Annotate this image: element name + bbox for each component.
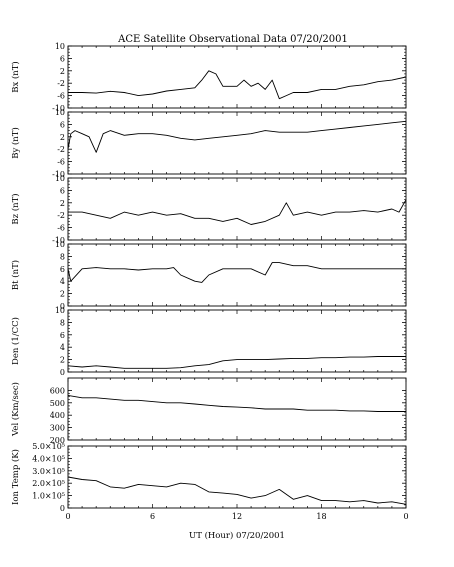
y-tick-label: -2	[57, 79, 65, 88]
y-axis-label: Vel (Km/sec)	[10, 382, 21, 437]
y-axis-label: Bx (nT)	[10, 61, 21, 93]
y-tick-label: 500	[50, 399, 65, 408]
panel-frame	[67, 111, 407, 175]
x-tick-label: 0	[65, 512, 70, 521]
y-tick-label: 10	[55, 108, 65, 117]
y-tick-label: 6	[60, 120, 65, 129]
series-line-3	[68, 199, 407, 225]
y-tick-label: 200	[50, 436, 65, 445]
y-tick-label: 400	[50, 411, 65, 420]
y-tick-label: -10	[52, 104, 65, 113]
y-tick-label: 6	[60, 186, 65, 195]
series-line-6	[67, 394, 406, 412]
y-axis-label: Ion Temp (K)	[10, 449, 21, 505]
y-tick-label: -6	[57, 158, 65, 167]
panel-1: 10 6 2 -2 -6 -10 Bx (nT)	[10, 42, 407, 113]
chart-title: ACE Satellite Observational Data 07/20/2…	[117, 34, 348, 45]
y-axis-label: Bz (nT)	[10, 193, 21, 224]
y-tick-label: 0	[60, 504, 65, 513]
panel-3: 10 6 2 -2 -6 -10 Bz (nT)	[10, 174, 407, 245]
y-tick-label: 10	[55, 174, 65, 183]
series-line-5	[67, 356, 406, 369]
y-tick-label: 2	[60, 199, 65, 208]
y-tick-label: 2.0×10⁵	[32, 479, 65, 488]
y-tick-label: 6	[60, 331, 65, 340]
panel-4: 10 8 6 4 2 0 Bt (nT)	[10, 240, 407, 311]
panels: 10 6 2 -2 -6 -10 Bx (nT) 10 6 2 -2 -6 -10 By (nT) 10 6 2…	[10, 42, 409, 521]
y-tick-label: -10	[52, 236, 65, 245]
y-tick-label: -6	[57, 92, 65, 101]
x-tick-label: 18	[316, 512, 326, 521]
series-line-7	[67, 476, 407, 505]
y-tick-label: 10	[55, 42, 65, 51]
y-tick-label: 4	[60, 277, 65, 286]
y-tick-label: -2	[57, 145, 65, 154]
y-tick-label: 2	[60, 356, 65, 365]
panel-7: 5.0×10⁵ 4.0×10⁵ 3.0×10⁵ 2.0×10⁵ 1.0×10⁵ 0 Ion …	[10, 442, 407, 513]
y-axis-label: Bt (nT)	[10, 260, 21, 290]
series-line-4	[67, 262, 406, 283]
y-tick-label: 6	[60, 265, 65, 274]
panel-2: 10 6 2 -2 -6 -10 By (nT)	[10, 108, 407, 179]
y-tick-label: 2	[60, 133, 65, 142]
y-tick-label: 600	[50, 386, 65, 395]
y-tick-label: 1.0×10⁵	[32, 492, 65, 501]
x-tick-label: 0	[403, 512, 408, 521]
panel-frame	[67, 309, 407, 373]
panel-6: 600 500 400 300 200 Vel (Km/sec)	[10, 377, 407, 445]
y-tick-label: -6	[57, 224, 65, 233]
y-tick-label: 4.0×10⁵	[32, 454, 65, 463]
y-tick-label: 2	[60, 290, 65, 299]
x-tick-label: 12	[232, 512, 242, 521]
y-tick-label: 10	[55, 306, 65, 315]
x-tick-label: 6	[150, 512, 155, 521]
y-axis-label: Den (1/CC)	[10, 317, 21, 365]
y-tick-label: 8	[60, 252, 65, 261]
x-axis-label: UT (Hour) 07/20/2001	[189, 530, 285, 541]
panel-frame	[67, 177, 407, 241]
series-line-2	[67, 120, 407, 153]
series-line-1	[68, 70, 407, 100]
y-tick-label: 0	[60, 368, 65, 377]
panel-frame	[67, 377, 407, 441]
y-axis-label: By (nT)	[10, 127, 21, 159]
y-tick-label: 4	[60, 343, 65, 352]
y-tick-label: 0	[60, 302, 65, 311]
panel-5: 10 8 6 4 2 0 Den (1/CC)	[10, 306, 407, 377]
panel-frame	[67, 45, 407, 109]
y-tick-label: 5.0×10⁵	[32, 442, 65, 451]
panel-frame	[67, 243, 407, 307]
y-tick-label: -10	[52, 170, 65, 179]
y-tick-label: 8	[60, 318, 65, 327]
y-tick-label: 2	[60, 67, 65, 76]
y-tick-label: 6	[60, 54, 65, 63]
y-tick-label: 10	[55, 240, 65, 249]
panel-frame	[67, 445, 407, 509]
y-tick-label: 3.0×10⁵	[32, 467, 65, 476]
y-tick-label: 300	[50, 424, 65, 433]
y-tick-label: -2	[57, 211, 65, 220]
